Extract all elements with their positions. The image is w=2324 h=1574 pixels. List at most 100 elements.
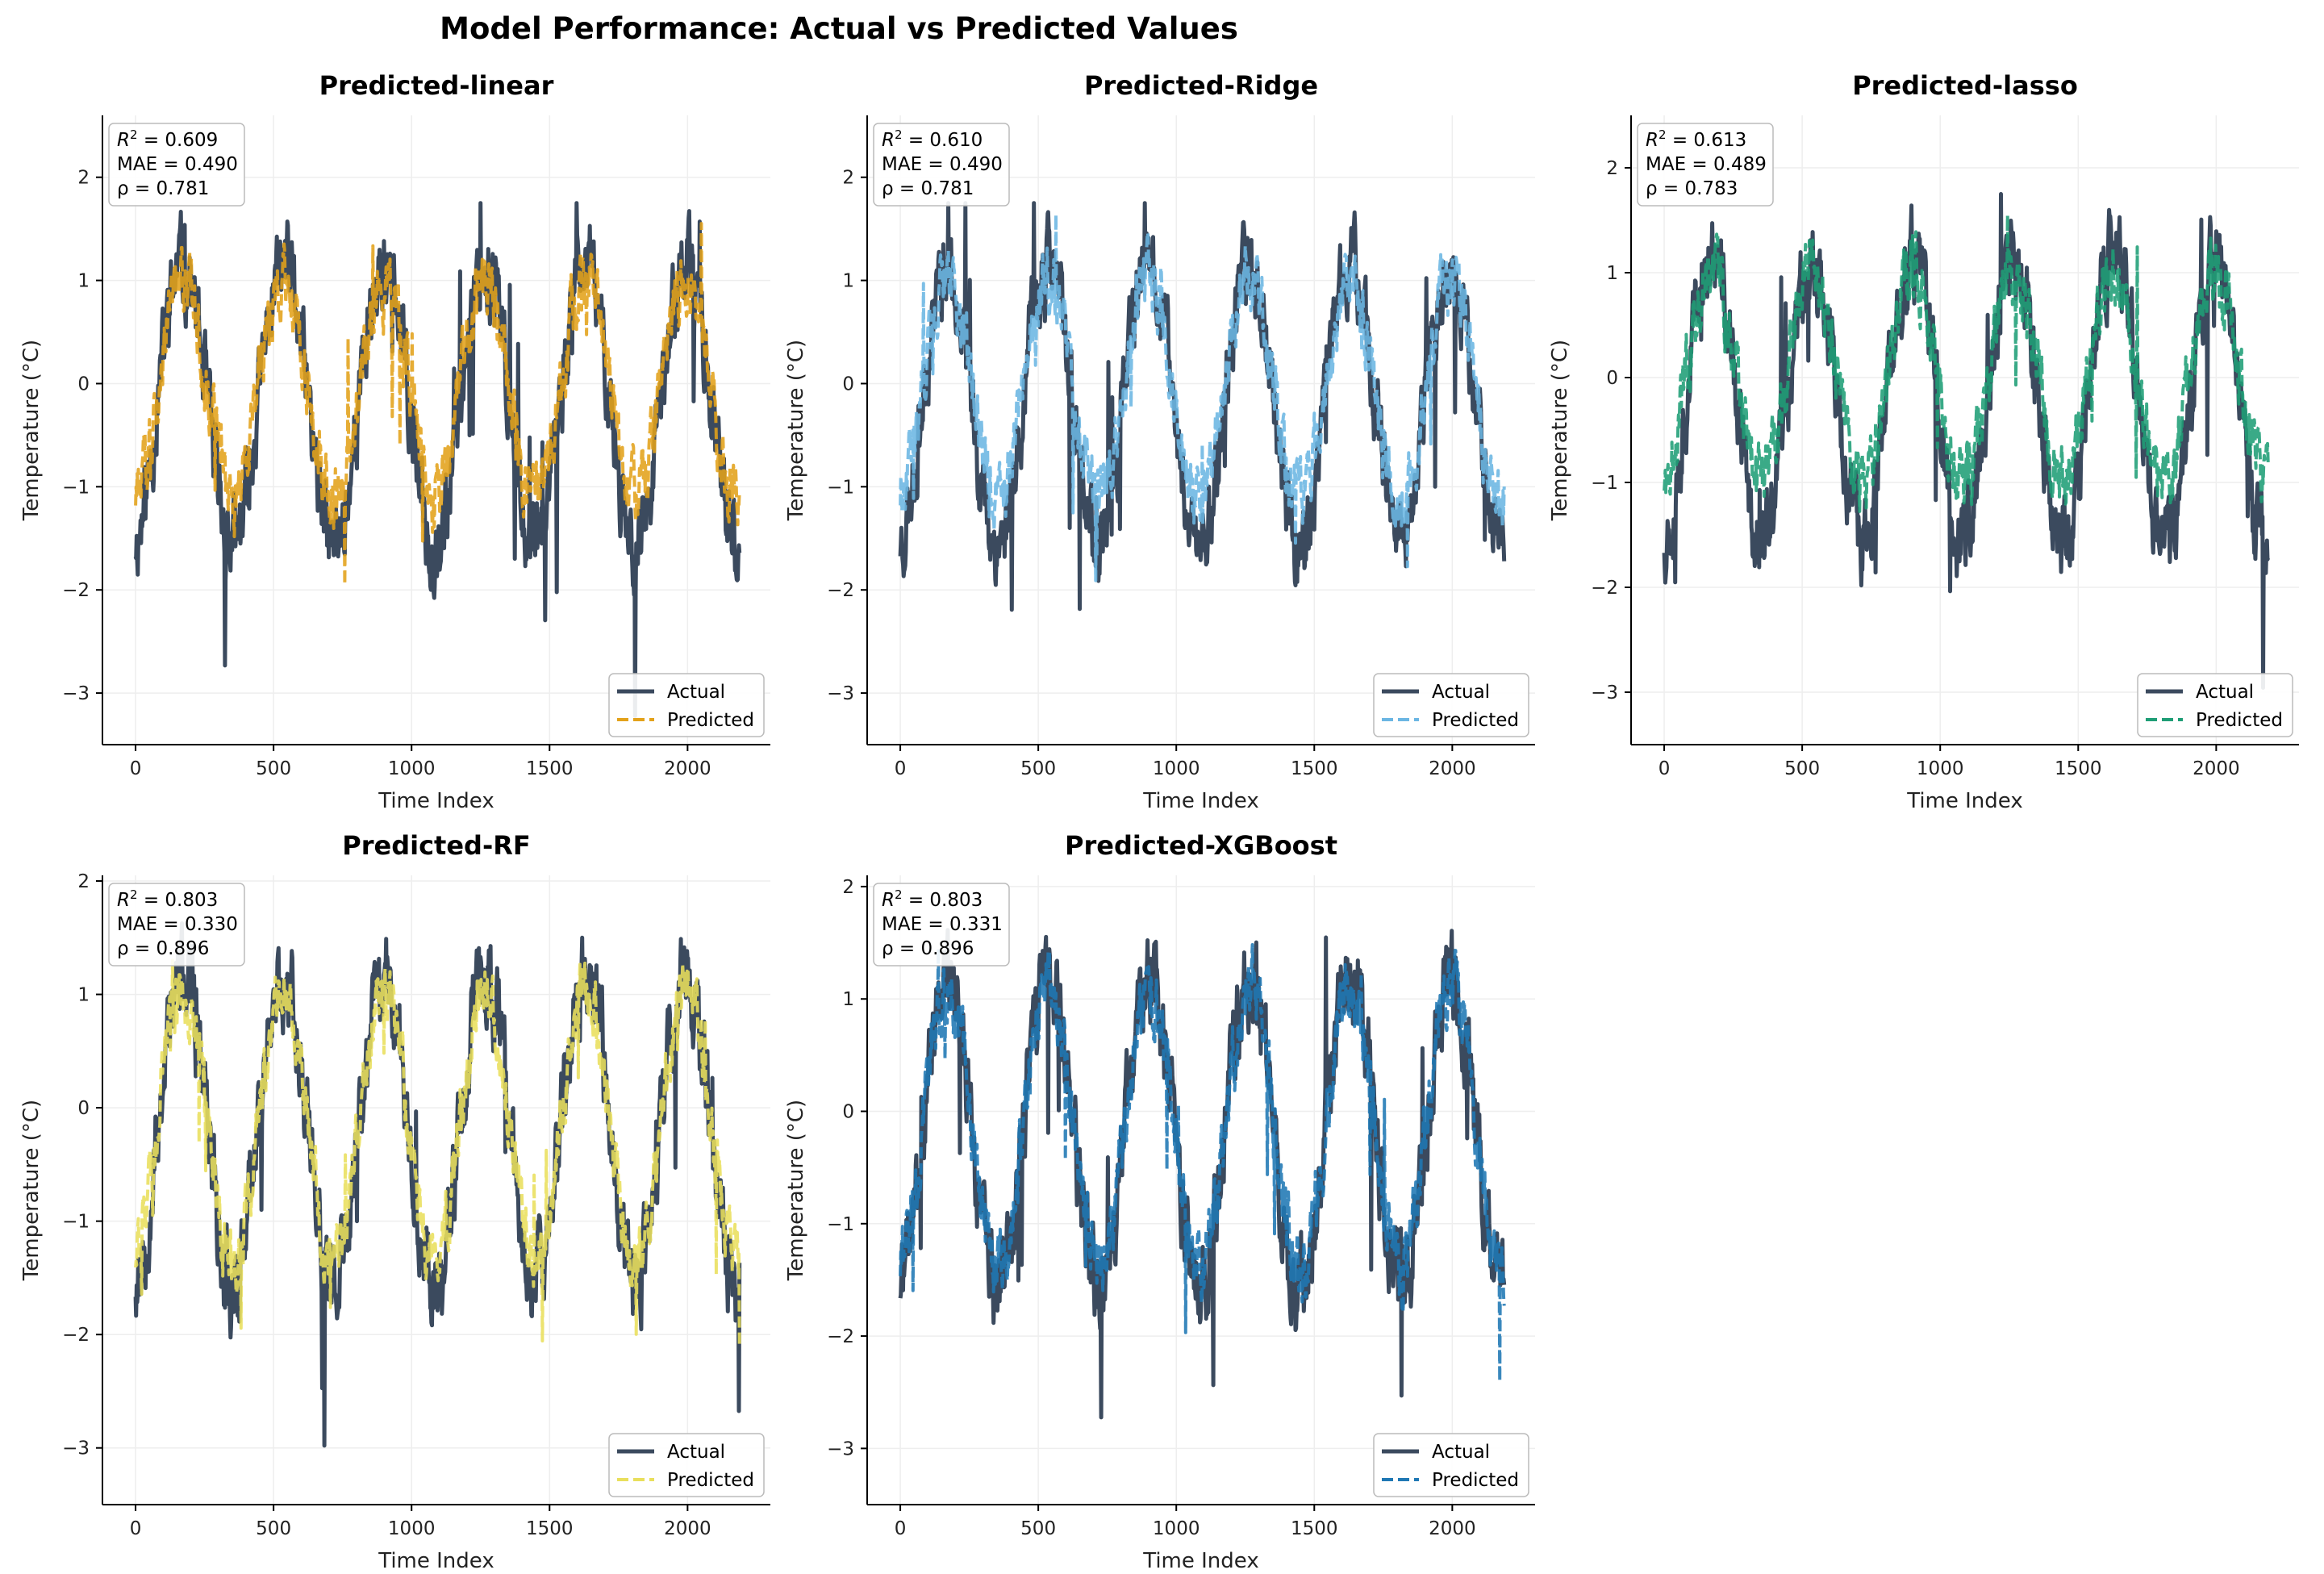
rho-stat: ρ = 0.896: [882, 938, 974, 959]
x-tick-label: 1500: [1291, 1518, 1338, 1539]
legend: Actual Predicted: [1373, 673, 1529, 737]
y-tick-label: 0: [842, 374, 854, 395]
y-tick-label: −3: [827, 683, 854, 704]
y-tick-label: −2: [827, 580, 854, 601]
figure-title: Model Performance: Actual vs Predicted V…: [440, 11, 1238, 46]
x-axis-label: Time Index: [1142, 1549, 1258, 1573]
chart-title: Predicted-XGBoost: [1065, 830, 1337, 861]
y-tick-label: 1: [842, 271, 854, 292]
stats-box: R2 = 0.609 MAE = 0.490 ρ = 0.781: [108, 123, 245, 207]
mae-stat: MAE = 0.330: [117, 914, 238, 935]
x-tick-label: 1000: [1917, 758, 1964, 779]
x-tick-label: 0: [130, 758, 142, 779]
x-tick-label: 1000: [1153, 1518, 1200, 1539]
y-axis-label: Temperature (°C): [784, 1100, 808, 1281]
chart-title: Predicted-RF: [342, 830, 530, 861]
r2-stat: R2 = 0.613: [1646, 127, 1746, 151]
y-tick-label: 2: [842, 877, 854, 898]
x-tick-label: 500: [1784, 758, 1820, 779]
y-tick-label: 2: [77, 168, 90, 189]
y-tick-label: −1: [827, 1214, 854, 1235]
x-tick-label: 500: [256, 758, 291, 779]
actual-series-line: [898, 928, 1507, 1420]
legend: Actual Predicted: [608, 1433, 765, 1497]
actual-series-line: [133, 201, 742, 718]
x-tick-label: 2000: [2193, 758, 2240, 779]
y-tick-label: 0: [1606, 368, 1618, 389]
stats-box: R2 = 0.803 MAE = 0.330 ρ = 0.896: [108, 883, 245, 967]
predicted-series-line: [134, 958, 741, 1346]
legend-actual-label: Actual: [1432, 682, 1490, 703]
mae-stat: MAE = 0.331: [882, 914, 1003, 935]
rho-stat: ρ = 0.783: [1646, 178, 1738, 199]
x-tick-label: 1000: [388, 1518, 436, 1539]
y-tick-label: −1: [827, 477, 854, 498]
r2-stat: R2 = 0.803: [117, 887, 218, 911]
predicted-series-line: [134, 222, 741, 587]
y-tick-label: 2: [1606, 158, 1618, 179]
mae-stat: MAE = 0.489: [1646, 154, 1767, 175]
x-tick-label: 1000: [1153, 758, 1200, 779]
x-tick-label: 2000: [1429, 1518, 1476, 1539]
chart-title: Predicted-linear: [319, 70, 554, 101]
chart-panel-3: 0 500 1000 1500 2000 −3 −2 −1 0 1 2 Predicted-lasso…: [1548, 70, 2299, 813]
rho-stat: ρ = 0.781: [882, 178, 974, 199]
actual-series-line: [898, 201, 1507, 612]
y-tick-label: 0: [77, 1098, 90, 1119]
stats-box: R2 = 0.803 MAE = 0.331 ρ = 0.896: [873, 883, 1010, 967]
x-tick-label: 2000: [1429, 758, 1476, 779]
chart-panel-1: 0 500 1000 1500 2000 −3 −2 −1 0 1 2 Predicted-linea…: [19, 70, 770, 813]
x-axis-label: Time Index: [378, 1549, 494, 1573]
y-tick-label: −3: [62, 1438, 90, 1459]
x-tick-label: 1500: [1291, 758, 1338, 779]
y-tick-label: −3: [1591, 683, 1618, 703]
r2-stat: R2 = 0.609: [117, 127, 218, 151]
legend-predicted-label: Predicted: [2196, 710, 2283, 731]
actual-series-line: [1662, 192, 2271, 690]
chart-panel-2: 0 500 1000 1500 2000 −3 −2 −1 0 1 2 Predicted-Ridge…: [784, 70, 1535, 813]
y-tick-label: −3: [827, 1438, 854, 1459]
x-tick-label: 1500: [2055, 758, 2102, 779]
legend-actual-label: Actual: [2196, 682, 2254, 703]
x-tick-label: 500: [1020, 758, 1056, 779]
legend: Actual Predicted: [1373, 1433, 1529, 1497]
y-axis-label: Temperature (°C): [19, 1100, 44, 1281]
rho-stat: ρ = 0.896: [117, 938, 209, 959]
r2-stat: R2 = 0.610: [882, 127, 983, 151]
legend-actual-label: Actual: [1432, 1442, 1490, 1463]
x-tick-label: 2000: [664, 758, 711, 779]
x-axis-label: Time Index: [1142, 789, 1258, 813]
legend-predicted-label: Predicted: [1432, 1470, 1519, 1491]
y-tick-label: −1: [62, 477, 90, 498]
mae-stat: MAE = 0.490: [117, 154, 238, 175]
stats-box: R2 = 0.610 MAE = 0.490 ρ = 0.781: [873, 123, 1010, 207]
x-tick-label: 0: [895, 1518, 907, 1539]
y-tick-label: 0: [77, 374, 90, 395]
y-tick-label: −1: [62, 1212, 90, 1233]
x-tick-label: 1500: [526, 1518, 574, 1539]
predicted-series-line: [899, 213, 1506, 582]
y-tick-label: 1: [842, 989, 854, 1010]
predicted-series-line: [1663, 213, 2270, 513]
x-axis-label: Time Index: [378, 789, 494, 813]
y-tick-label: 1: [1606, 263, 1618, 284]
actual-series-line: [133, 921, 742, 1448]
mae-stat: MAE = 0.490: [882, 154, 1003, 175]
legend-actual-label: Actual: [667, 1442, 725, 1463]
legend-actual-label: Actual: [667, 682, 725, 703]
chart-title: Predicted-Ridge: [1084, 70, 1318, 101]
legend: Actual Predicted: [2137, 673, 2293, 737]
stats-box: R2 = 0.613 MAE = 0.489 ρ = 0.783: [1637, 123, 1774, 207]
y-tick-label: 1: [77, 985, 90, 1006]
x-tick-label: 500: [1020, 1518, 1056, 1539]
y-tick-label: −1: [1591, 473, 1618, 494]
y-tick-label: 1: [77, 271, 90, 292]
x-tick-label: 1500: [526, 758, 574, 779]
y-tick-label: −2: [827, 1326, 854, 1347]
legend-predicted-label: Predicted: [1432, 710, 1519, 731]
y-tick-label: −3: [62, 683, 90, 704]
y-tick-label: −2: [1591, 578, 1618, 599]
legend-predicted-label: Predicted: [667, 1470, 754, 1491]
x-tick-label: 0: [130, 1518, 142, 1539]
